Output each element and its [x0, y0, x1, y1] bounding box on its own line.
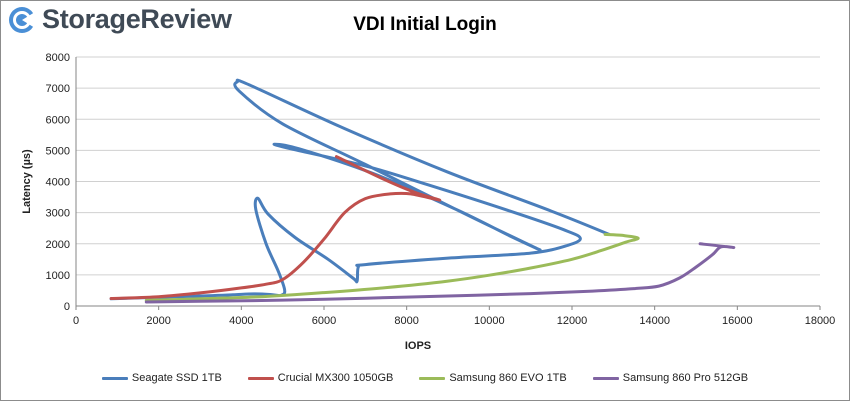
y-tick-label: 0 [64, 301, 70, 313]
chart-legend: Seagate SSD 1TB Crucial MX300 1050GB Samsu… [0, 372, 850, 384]
series-line-crucial-mx300-1050gb [109, 155, 442, 300]
legend-swatch [101, 376, 128, 380]
legend-item-crucial-mx300-1050gb: Crucial MX300 1050GB [247, 372, 394, 384]
storagereview-logo-icon [9, 6, 36, 33]
legend-swatch [247, 376, 274, 380]
brand-logo: StorageReview [8, 4, 232, 35]
legend-item-samsung-860-evo-1tb: Samsung 860 EVO 1TB [419, 372, 567, 384]
x-tick-label: 12000 [557, 315, 588, 327]
y-tick-label: 7000 [46, 83, 70, 95]
series-line-samsung-860-pro-512gb [144, 242, 736, 304]
series-line-samsung-860-evo-1tb [144, 232, 640, 302]
y-axis-label: Latency (µs) [21, 149, 33, 214]
brand-name: StorageReview [42, 4, 232, 34]
y-tick-label: 5000 [46, 145, 70, 157]
y-tick-label: 1000 [46, 270, 70, 282]
x-tick-label: 10000 [474, 315, 505, 327]
y-tick-label: 3000 [46, 208, 70, 220]
legend-item-seagate-ssd-1tb: Seagate SSD 1TB [101, 372, 222, 384]
x-tick-label: 8000 [394, 315, 418, 327]
y-tick-label: 2000 [46, 239, 70, 251]
y-tick-label: 6000 [46, 114, 70, 126]
legend-swatch [592, 376, 619, 380]
x-tick-label: 0 [73, 315, 79, 327]
legend-label: Crucial MX300 1050GB [277, 372, 394, 384]
legend-item-samsung-860-pro-512gb: Samsung 860 Pro 512GB [592, 372, 749, 384]
y-tick-label: 4000 [46, 177, 70, 189]
y-tick-label: 8000 [46, 52, 70, 64]
x-axis-label: IOPS [405, 340, 431, 352]
chart-title: VDI Initial Login [353, 14, 497, 35]
x-tick-label: 14000 [639, 315, 670, 327]
x-tick-label: 18000 [805, 315, 836, 327]
x-tick-label: 6000 [312, 315, 336, 327]
x-tick-label: 2000 [146, 315, 170, 327]
legend-swatch [419, 376, 446, 380]
legend-label: Samsung 860 Pro 512GB [622, 372, 749, 384]
legend-label: Seagate SSD 1TB [131, 372, 222, 384]
x-tick-label: 16000 [722, 315, 753, 327]
x-tick-label: 4000 [229, 315, 253, 327]
legend-label: Samsung 860 EVO 1TB [449, 372, 567, 384]
